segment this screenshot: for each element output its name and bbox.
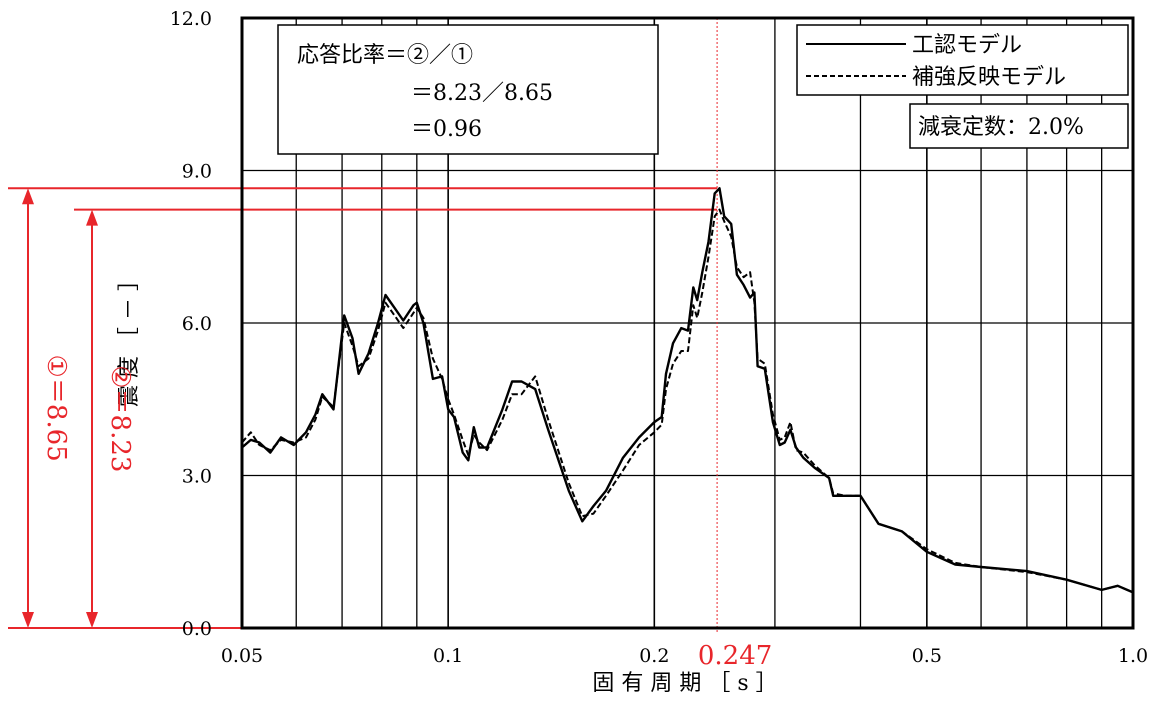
legend-label-2: 補強反映モデル	[912, 65, 1066, 90]
x-tick-label: 1.0	[1118, 645, 1148, 667]
peak1-arrow-top	[22, 188, 34, 205]
ratio-line-3: ＝0.96	[411, 117, 482, 142]
tick-labels: 0.05 0.1 0.2 0.5 1.0 0.0 3.0 6.0 9.0 12.0	[170, 8, 1148, 667]
plot-frame	[240, 16, 1135, 630]
legend-label-1: 工認モデル	[912, 33, 1022, 58]
peak2-arrow-top	[86, 209, 98, 226]
y-tick-label: 9.0	[182, 161, 212, 183]
y-tick-label: 3.0	[182, 466, 212, 488]
y-tick-label: 6.0	[182, 313, 212, 335]
ratio-line-2: ＝8.23／8.65	[411, 81, 553, 106]
y-axis-title: 震 度 ［ － ］	[117, 269, 142, 407]
x-tick-label: 0.2	[639, 645, 669, 667]
peak2-label: ②＝8.23	[105, 365, 135, 472]
series-line-reinforced	[241, 208, 1134, 594]
x-tick-label: 0.5	[912, 645, 942, 667]
y-tick-label: 12.0	[170, 8, 212, 30]
series-lines	[241, 187, 1134, 594]
legend: 工認モデル 補強反映モデル	[796, 24, 1129, 96]
peak-markers	[8, 18, 718, 632]
x-axis-title: 固 有 周 期 ［ s ］	[592, 671, 777, 696]
ratio-box: 応答比率＝②／① ＝8.23／8.65 ＝0.96	[277, 24, 659, 155]
damping-box: 減衰定数：2.0%	[909, 103, 1129, 149]
peak1-label: ①＝8.65	[41, 355, 71, 462]
series-line-certified	[241, 187, 1134, 594]
ratio-line-1: 応答比率＝②／①	[297, 43, 473, 68]
x-tick-label: 0.1	[433, 645, 463, 667]
x-tick-label: 0.05	[221, 645, 263, 667]
peak1-arrow-bottom	[22, 612, 34, 628]
period-marker-label: 0.247	[698, 641, 772, 671]
damping-label: 減衰定数：2.0%	[918, 115, 1084, 140]
peak2-arrow-bottom	[86, 612, 98, 628]
y-tick-label: 0.0	[182, 618, 212, 640]
